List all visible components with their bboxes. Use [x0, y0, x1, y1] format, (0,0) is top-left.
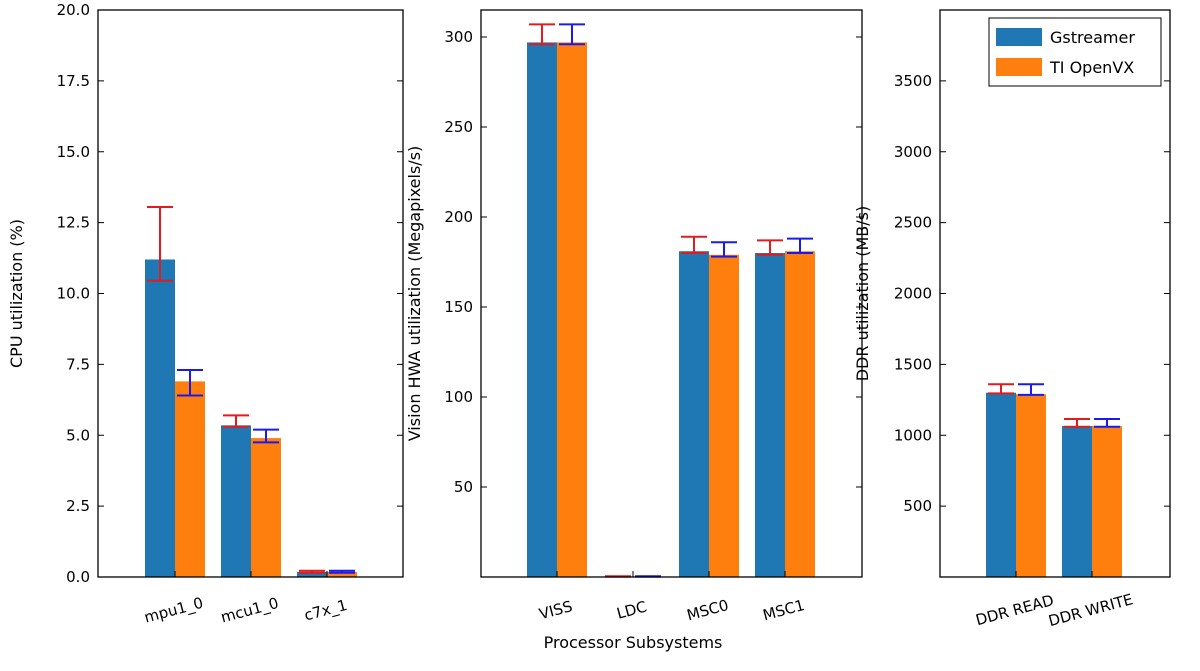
y-tick-label: 17.5	[57, 72, 90, 90]
y-tick-label: 12.5	[57, 214, 90, 232]
panel-frame	[480, 9, 863, 578]
y-tick-label: 100	[444, 388, 473, 406]
error-bar-ti-openvx-msc1	[787, 237, 813, 254]
panel-frame	[939, 9, 1171, 578]
x-tick-label: MSC1	[761, 596, 807, 624]
y-tick-label: 0.0	[66, 568, 90, 586]
error-bar-gstreamer-msc0	[681, 235, 707, 254]
y-tick-label: 2500	[894, 214, 932, 232]
error-bar-ti-openvx-ddr-read	[1018, 383, 1044, 396]
error-bar-ti-openvx-c7x_1	[329, 569, 355, 574]
bar-gstreamer-c7x_1	[297, 571, 327, 577]
x-tick-label: MSC0	[685, 596, 731, 624]
y-tick-label: 1500	[894, 355, 932, 373]
y-tick-label: 250	[444, 118, 473, 136]
legend-label: TI OpenVX	[1049, 58, 1134, 77]
x-tick-label: VISS	[537, 597, 574, 623]
y-tick-label: 2.5	[66, 497, 90, 515]
y-tick-label: 1000	[894, 426, 932, 444]
legend: Gstreamer TI OpenVX	[988, 17, 1162, 87]
y-tick-label: 7.5	[66, 355, 90, 373]
y-tick-label: 500	[903, 497, 932, 515]
x-tick-label: mpu1_0	[142, 594, 205, 628]
panel-2: VISS LDC MSC0 MSC1 50 100 150 200 250 300 Vision H…	[405, 9, 863, 624]
x-tick-label: LDC	[615, 598, 649, 623]
y-tick-label: 3000	[894, 143, 932, 161]
bar-ti-openvx-mpu1_0	[175, 381, 205, 577]
bar-ti-openvx-c7x_1	[327, 571, 357, 577]
panel-1: mpu1_0 mcu1_0 c7x_1 0.0 2.5 5.0 7.5 10.0 12.5 15.…	[7, 1, 404, 628]
y-tick-label: 300	[444, 28, 473, 46]
y-tick-label: 20.0	[57, 1, 90, 19]
bar-ti-openvx-ddr-read	[1016, 394, 1046, 577]
legend-label: Gstreamer	[1050, 28, 1135, 47]
error-bar-gstreamer-viss	[529, 23, 555, 46]
error-bar-ti-openvx-mpu1_0	[177, 369, 203, 397]
error-bar-gstreamer-msc1	[757, 239, 783, 256]
bar-ti-openvx-ddr-write	[1092, 426, 1122, 577]
bar-ti-openvx-viss	[557, 42, 587, 577]
x-tick-label: DDR READ	[974, 591, 1056, 629]
y-tick-label: 10.0	[57, 285, 90, 303]
x-tick-label: mcu1_0	[219, 594, 281, 628]
y-axis-label: DDR utilization (MB/s)	[853, 206, 872, 382]
y-tick-label: 2000	[894, 285, 932, 303]
error-bar-ti-openvx-msc0	[711, 241, 737, 258]
bar-ti-openvx-msc1	[785, 251, 815, 577]
legend-swatch	[996, 58, 1042, 76]
error-bar-gstreamer-mcu1_0	[223, 414, 249, 428]
y-axis-label: Vision HWA utilization (Megapixels/s)	[405, 146, 424, 442]
x-tick-label: DDR WRITE	[1047, 590, 1135, 630]
error-bar-gstreamer-c7x_1	[299, 569, 325, 574]
y-axis-label: CPU utilization (%)	[7, 219, 26, 368]
y-tick-label: 150	[444, 298, 473, 316]
y-tick-label: 50	[454, 478, 473, 496]
y-tick-label: 5.0	[66, 426, 90, 444]
bar-gstreamer-ddr-write	[1062, 426, 1092, 577]
error-bar-ti-openvx-viss	[559, 23, 585, 46]
error-bar-gstreamer-mpu1_0	[147, 206, 173, 282]
error-bar-gstreamer-ddr-read	[988, 383, 1014, 395]
bar-gstreamer-mcu1_0	[221, 425, 251, 577]
error-bar-ti-openvx-ddr-write	[1094, 417, 1120, 428]
bar-gstreamer-msc1	[755, 253, 785, 577]
bar-gstreamer-msc0	[679, 251, 709, 577]
bar-gstreamer-ddr-read	[986, 392, 1016, 577]
y-tick-label: 200	[444, 208, 473, 226]
y-tick-label: 15.0	[57, 143, 90, 161]
bar-ti-openvx-mcu1_0	[251, 438, 281, 577]
y-tick-label: 3500	[894, 72, 932, 90]
error-bar-ti-openvx-mcu1_0	[253, 428, 279, 444]
x-axis-label: Processor Subsystems	[544, 633, 723, 652]
legend-swatch	[996, 28, 1042, 46]
error-bar-gstreamer-ddr-write	[1064, 417, 1090, 428]
bar-ti-openvx-msc0	[709, 254, 739, 578]
bar-gstreamer-viss	[527, 42, 557, 577]
x-tick-label: c7x_1	[302, 596, 349, 626]
bar-gstreamer-mpu1_0	[145, 259, 175, 577]
